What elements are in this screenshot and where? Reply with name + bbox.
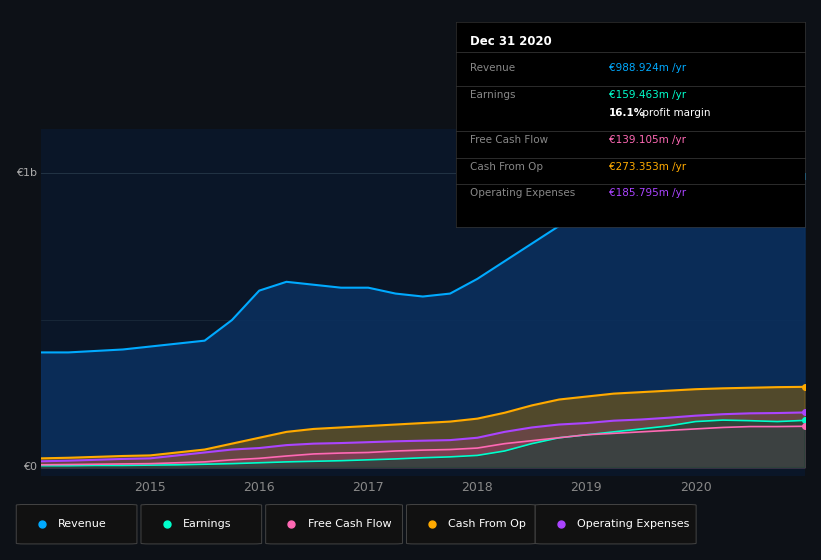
Text: Cash From Op: Cash From Op xyxy=(448,519,526,529)
Text: Operating Expenses: Operating Expenses xyxy=(470,188,575,198)
Text: Dec 31 2020: Dec 31 2020 xyxy=(470,35,552,48)
Text: Revenue: Revenue xyxy=(58,519,107,529)
Text: Revenue: Revenue xyxy=(470,63,515,73)
Text: €1b: €1b xyxy=(16,168,37,178)
Text: Cash From Op: Cash From Op xyxy=(470,161,543,171)
Text: Operating Expenses: Operating Expenses xyxy=(577,519,690,529)
Text: €185.795m /yr: €185.795m /yr xyxy=(609,188,686,198)
Text: Earnings: Earnings xyxy=(470,90,515,100)
Text: Free Cash Flow: Free Cash Flow xyxy=(308,519,391,529)
Text: 16.1%: 16.1% xyxy=(609,108,645,118)
Text: €139.105m /yr: €139.105m /yr xyxy=(609,135,686,145)
Text: Earnings: Earnings xyxy=(183,519,232,529)
FancyBboxPatch shape xyxy=(266,505,402,544)
Text: Free Cash Flow: Free Cash Flow xyxy=(470,135,548,145)
FancyBboxPatch shape xyxy=(16,505,137,544)
Text: €159.463m /yr: €159.463m /yr xyxy=(609,90,686,100)
FancyBboxPatch shape xyxy=(141,505,262,544)
Text: profit margin: profit margin xyxy=(639,108,710,118)
Text: €988.924m /yr: €988.924m /yr xyxy=(609,63,686,73)
FancyBboxPatch shape xyxy=(535,505,696,544)
FancyBboxPatch shape xyxy=(406,505,535,544)
Text: €0: €0 xyxy=(23,462,37,472)
Text: €273.353m /yr: €273.353m /yr xyxy=(609,161,686,171)
